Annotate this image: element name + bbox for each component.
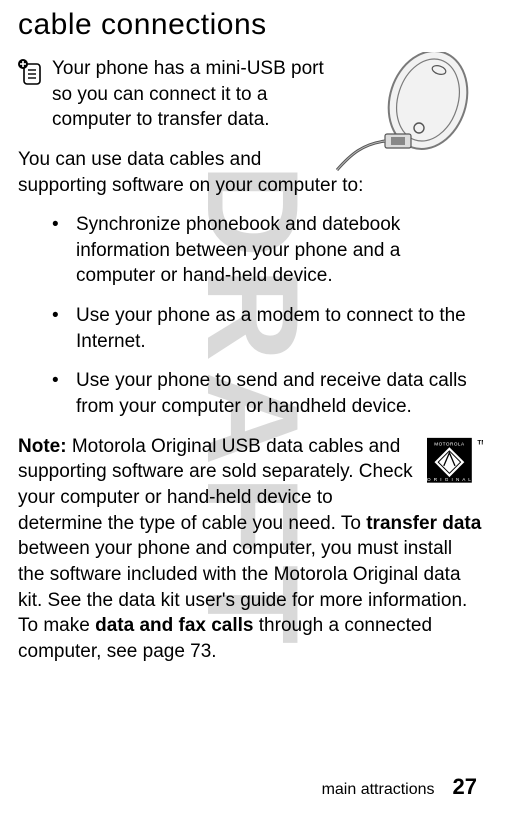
motorola-original-badge: MOTOROLA O R I G I N A L TM [427,436,483,492]
note-bold-1: transfer data [366,513,481,534]
note-paragraph: MOTOROLA O R I G I N A L TM Note: Motoro… [18,434,483,665]
bullet-item: Use your phone to send and receive data … [18,368,483,419]
page-footer: main attractions 27 [322,774,477,800]
note-text-1: Motorola Original USB data cables and su… [18,436,413,534]
bullet-item: Synchronize phonebook and datebook infor… [18,212,483,289]
badge-bottom-text: O R I G I N A L [427,476,472,481]
intro-text-1: Your phone has a mini-USB port so you ca… [52,56,325,133]
page-content: cable connections [0,0,505,664]
tm-mark: TM [477,439,483,446]
feature-plus-icon [18,58,42,86]
note-bold-2: data and fax calls [95,615,253,636]
bullet-item: Use your phone as a modem to connect to … [18,303,483,354]
footer-section-label: main attractions [322,781,435,799]
footer-page-number: 27 [453,774,477,800]
note-label: Note: [18,436,67,457]
badge-top-text: MOTOROLA [434,441,465,446]
phone-usb-illustration [333,52,483,172]
bullet-list: Synchronize phonebook and datebook infor… [18,212,483,419]
page-title: cable connections [18,8,483,42]
